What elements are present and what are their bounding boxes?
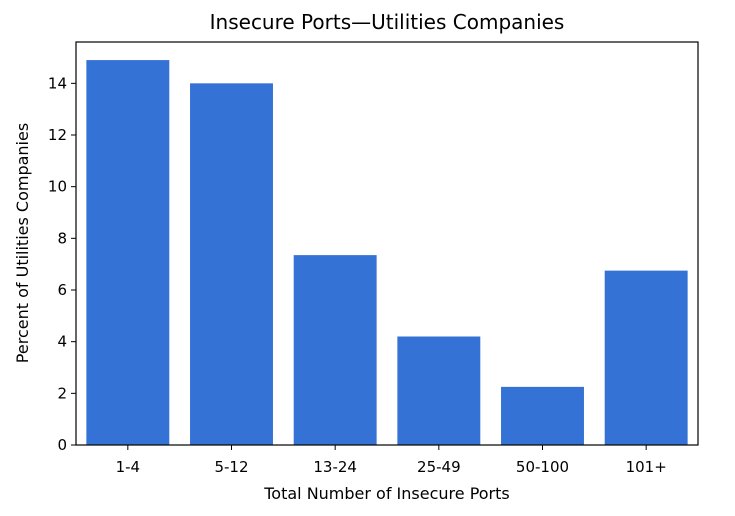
x-tick-label: 50-100 <box>516 458 569 476</box>
y-tick-label: 0 <box>57 436 67 454</box>
y-tick-label: 2 <box>57 384 67 402</box>
x-tick-label: 25-49 <box>417 458 461 476</box>
x-axis-label: Total Number of Insecure Ports <box>263 484 510 503</box>
bar-5-12 <box>190 83 273 445</box>
bar-50-100 <box>501 386 584 445</box>
bar-1-4 <box>86 60 170 445</box>
x-tick-label: 13-24 <box>313 458 357 476</box>
x-tick-label: 5-12 <box>214 458 248 476</box>
bar-25-49 <box>397 336 481 445</box>
x-tick-label: 1-4 <box>116 458 141 476</box>
y-tick-label: 8 <box>57 229 67 247</box>
bar-13-24 <box>293 255 377 445</box>
plot-frame <box>75 41 699 446</box>
y-tick-label: 10 <box>48 178 67 196</box>
y-tick-label: 14 <box>48 74 67 92</box>
y-tick-label: 12 <box>48 126 67 144</box>
bar-101+ <box>604 270 688 445</box>
chart-title: Insecure Ports—Utilities Companies <box>210 10 565 34</box>
y-axis-label: Percent of Utilities Companies <box>13 123 32 363</box>
plot-area: 1-4 5-12 13-24 25-49 50-100 101+ 0 2 4 6 8 10 12 14 <box>48 60 688 476</box>
x-tick-label: 101+ <box>626 458 667 476</box>
y-tick-label: 4 <box>57 333 67 351</box>
y-tick-label: 6 <box>57 281 67 299</box>
